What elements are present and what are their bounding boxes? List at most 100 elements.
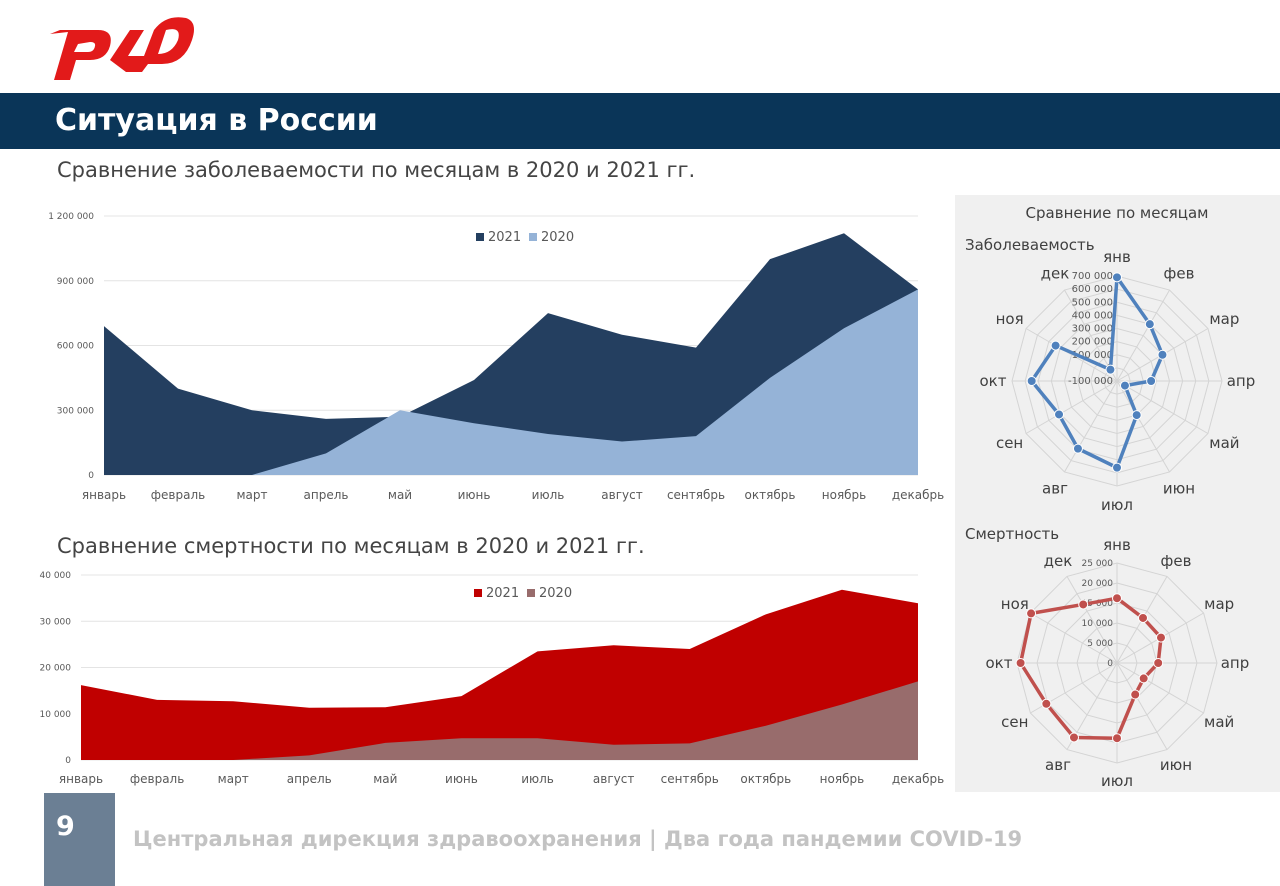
radar-tick-label: 300 000 (1072, 324, 1113, 335)
legend-swatch (529, 233, 537, 241)
radar-category-label: фев (1164, 265, 1195, 283)
x-tick-label: сентябрь (661, 772, 719, 786)
radar-point (1105, 364, 1116, 375)
radar-point (1157, 349, 1168, 360)
legend-label: 2021 (486, 586, 519, 601)
radar-spoke (1064, 380, 1118, 473)
radar-category-label: ноя (1001, 595, 1029, 613)
radar-panel: Сравнение по месяцам Заболеваемость Смертн… (955, 195, 1280, 792)
x-tick-label: октябрь (740, 772, 791, 786)
x-tick-label: июнь (458, 488, 491, 502)
legend-label: 2020 (539, 586, 572, 601)
area-series-2021 (81, 589, 918, 760)
mortality-area-chart: 0 10 000 20 000 30 000 40 000 январь февраль ма… (40, 571, 945, 786)
radar-category-label: мар (1209, 310, 1239, 328)
x-tick-label: январь (82, 488, 126, 502)
radar-spoke (1030, 612, 1118, 664)
radar-tick-label: 200 000 (1072, 337, 1113, 348)
radar-spoke (1116, 380, 1170, 473)
radar-point (1072, 443, 1083, 454)
x-tick-label: март (236, 488, 267, 502)
radar-point (1015, 658, 1026, 668)
radar-point (1112, 462, 1122, 473)
y-tick-label: 1 200 000 (48, 212, 94, 222)
radar-point (1119, 380, 1130, 391)
radar-tick-label: 0 (1107, 659, 1113, 669)
radar-point (1026, 376, 1037, 386)
radar-category-label: сен (996, 434, 1023, 452)
area-series-2021 (104, 233, 918, 475)
y-tick-label: 20 000 (40, 664, 72, 674)
x-tick-label: февраль (130, 772, 184, 786)
radar-point (1144, 319, 1155, 330)
x-tick-label: апрель (304, 488, 349, 502)
radar-category-label: май (1209, 434, 1239, 452)
radar-category-label: дек (1041, 265, 1070, 283)
title-banner: Ситуация в России (0, 93, 1280, 149)
radar-point (1054, 409, 1065, 420)
legend-label: 2021 (488, 230, 521, 245)
legend-swatch (527, 589, 535, 597)
radar-category-label: июл (1101, 496, 1133, 514)
radar-category-label: июн (1163, 479, 1195, 497)
y-tick-label: 40 000 (40, 571, 72, 581)
x-tick-label: октябрь (745, 488, 796, 502)
radar-spoke (1025, 380, 1118, 434)
radar-category-label: фев (1161, 552, 1192, 570)
radar-category-label: апр (1221, 654, 1250, 672)
radar-category-label: июл (1101, 772, 1133, 790)
x-tick-label: июнь (445, 772, 478, 786)
radar-category-label: ноя (996, 310, 1024, 328)
radar-point (1112, 593, 1122, 604)
x-tick-label: июль (532, 488, 565, 502)
y-tick-label: 0 (88, 471, 94, 481)
radar-tick-label: 20 000 (1082, 579, 1114, 589)
footer-text: Центральная дирекция здравоохранения | Д… (133, 827, 1023, 851)
x-tick-label: январь (59, 772, 103, 786)
radar-point (1138, 612, 1148, 623)
y-tick-label: 600 000 (57, 342, 94, 352)
radar-category-label: янв (1103, 536, 1131, 554)
x-tick-label: декабрь (892, 488, 944, 502)
radar-tick-label: 10 000 (1082, 619, 1114, 629)
radar-point (1112, 733, 1122, 744)
y-tick-label: 10 000 (40, 710, 72, 720)
radar-charts: Сравнение по месяцам Заболеваемость Смертн… (965, 204, 1256, 790)
x-tick-label: сентябрь (667, 488, 725, 502)
area-series-2020 (104, 289, 918, 475)
radar-category-label: мар (1204, 595, 1234, 613)
y-tick-label: 300 000 (57, 406, 94, 416)
y-tick-label: 900 000 (57, 277, 94, 287)
incidence-radar-title: Заболеваемость (965, 236, 1095, 254)
x-tick-label: июль (521, 772, 554, 786)
radar-spoke (1116, 380, 1209, 434)
rzd-logo (50, 17, 194, 80)
radar-category-label: май (1204, 713, 1234, 731)
radar-tick-label: 5 000 (1087, 639, 1113, 649)
radar-category-label: сен (1001, 713, 1028, 731)
radar-point (1146, 376, 1157, 386)
radar-tick-label: 600 000 (1072, 284, 1113, 295)
page-number: 9 (56, 811, 75, 842)
radar-category-label: июн (1160, 756, 1192, 774)
radar-panel-title: Сравнение по месяцам (1026, 204, 1209, 222)
y-tick-label: 0 (65, 756, 71, 766)
y-tick-label: 30 000 (40, 617, 72, 627)
radar-category-label: дек (1044, 552, 1073, 570)
radar-category-label: янв (1103, 248, 1131, 266)
x-tick-label: февраль (151, 488, 205, 502)
radar-category-label: авг (1045, 756, 1071, 774)
radar-category-label: апр (1227, 372, 1256, 390)
radar-point (1050, 340, 1061, 351)
radar-tick-label: 25 000 (1082, 559, 1114, 569)
radar-point (1153, 658, 1164, 668)
legend-swatch (476, 233, 484, 241)
mortality-chart-title: Сравнение смертности по месяцам в 2020 и… (57, 534, 645, 558)
x-tick-label: ноябрь (822, 488, 867, 502)
incidence-chart-title: Сравнение заболеваемости по месяцам в 20… (57, 158, 696, 182)
radar-category-label: окт (980, 372, 1007, 390)
radar-spoke (1116, 662, 1168, 750)
radar-point (1078, 599, 1089, 610)
rzd-logo-mark (50, 17, 194, 80)
incidence-area-chart: 0 300 000 600 000 900 000 1 200 000 январь фев… (48, 212, 944, 502)
